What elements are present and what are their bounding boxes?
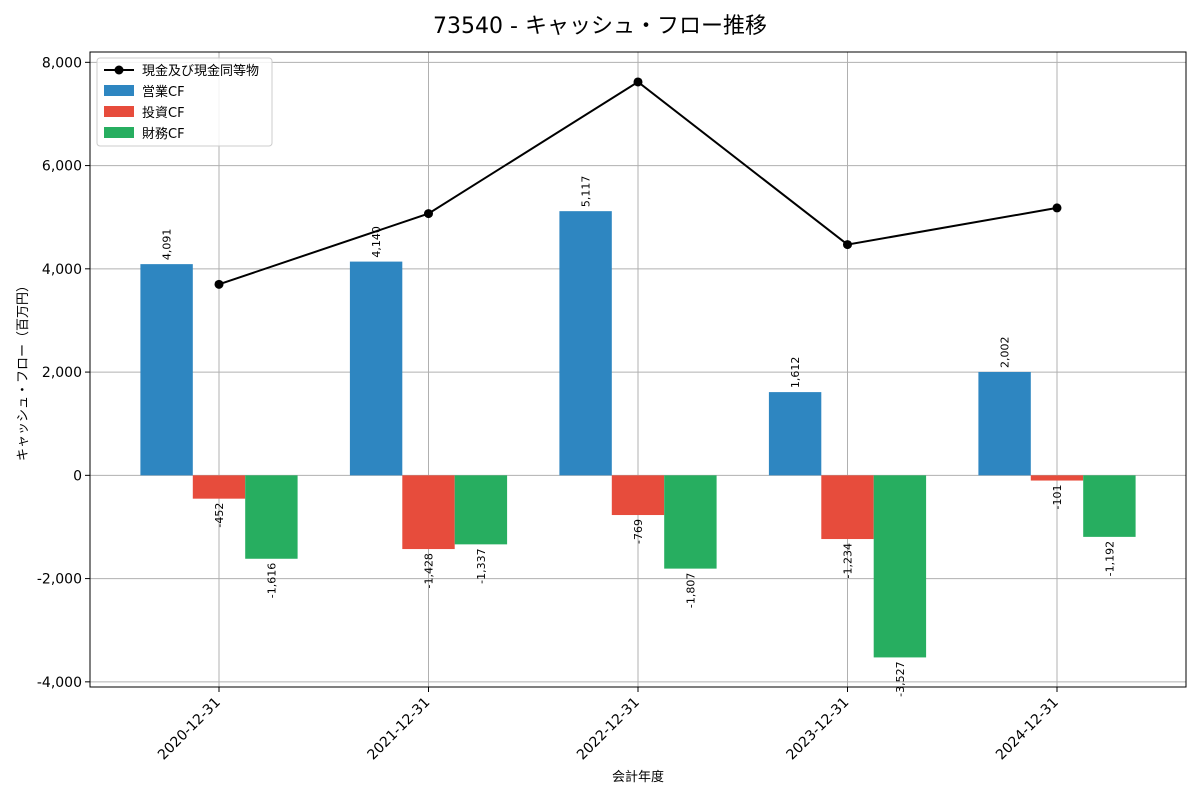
cash-point-1 — [424, 209, 433, 219]
bar-2-4 — [1083, 475, 1136, 537]
y-tick-label: 4,000 — [42, 262, 82, 278]
data-labels-layer: 4,091 4,140 5,117 1,612 2,002 -452 -1,428 -769 -… — [161, 176, 1117, 697]
data-label-2-4: -1,192 — [1103, 541, 1116, 576]
x-tick-label: 2020-12-31 — [155, 695, 224, 764]
data-label-0-0: 4,091 — [161, 229, 174, 261]
bar-1-2 — [611, 475, 665, 516]
bar-2-0 — [245, 475, 298, 559]
data-label-2-2: -1,807 — [684, 573, 697, 608]
y-tick-label: -4,000 — [37, 675, 82, 691]
data-label-1-4: -101 — [1051, 485, 1064, 510]
bar-0-1 — [349, 261, 403, 476]
y-tick-label: 6,000 — [42, 159, 82, 175]
data-label-1-2: -769 — [632, 519, 645, 544]
bar-1-1 — [402, 475, 455, 550]
legend-line-marker — [114, 65, 124, 75]
legend-label-investing: 投資CF — [142, 105, 185, 121]
legend-label-financing: 財務CF — [142, 127, 185, 142]
legend-swatch-operating — [104, 85, 134, 96]
bar-0-0 — [140, 264, 193, 476]
chart-title: 73540 - キャッシュ・フロー推移 — [433, 14, 767, 39]
data-label-1-0: -452 — [213, 503, 226, 528]
x-tick-label: 2023-12-31 — [783, 695, 852, 764]
bar-0-3 — [768, 392, 822, 476]
legend: 現金及び現金同等物 営業CF 投資CF 財務CF — [96, 57, 273, 147]
grid-lines — [90, 52, 1186, 687]
cash-point-0 — [214, 279, 224, 289]
x-tick-label: 2024-12-31 — [993, 695, 1062, 764]
y-axis-label: キャッシュ・フロー（百万円） — [16, 279, 31, 461]
legend-label-cash: 現金及び現金同等物 — [142, 63, 259, 79]
data-label-0-3: 1,612 — [789, 357, 802, 389]
legend-swatch-financing — [104, 127, 134, 138]
x-tick-label: 2022-12-31 — [574, 695, 643, 764]
bar-2-3 — [873, 475, 927, 658]
data-label-2-3: -3,527 — [894, 661, 907, 696]
bar-0-4 — [978, 371, 1031, 476]
x-axis-ticks: 2020-12-31 2021-12-31 2022-12-31 2023-12-31… — [155, 687, 1062, 763]
line-layer — [214, 77, 1062, 289]
data-label-2-0: -1,616 — [265, 563, 278, 598]
y-tick-label: 2,000 — [42, 365, 82, 381]
bar-2-2 — [664, 475, 717, 569]
bar-0-2 — [559, 211, 612, 476]
data-label-2-1: -1,337 — [475, 548, 488, 583]
cash-point-4 — [1052, 203, 1062, 213]
y-tick-label: 8,000 — [42, 55, 82, 71]
data-label-1-3: -1,234 — [842, 543, 855, 578]
data-label-0-1: 4,140 — [370, 226, 383, 258]
data-label-0-4: 2,002 — [999, 336, 1012, 368]
bar-2-1 — [454, 475, 508, 545]
legend-label-operating: 営業CF — [142, 84, 185, 100]
legend-box — [96, 57, 273, 147]
y-tick-label: -2,000 — [37, 572, 82, 588]
cash-point-2 — [633, 77, 643, 87]
x-axis-label: 会計年度 — [612, 769, 664, 785]
bar-1-3 — [821, 475, 874, 540]
data-label-1-1: -1,428 — [423, 553, 436, 588]
y-axis-ticks: -4,000 -2,000 0 2,000 4,000 6,000 8,000 — [37, 55, 90, 691]
bars-layer — [140, 211, 1136, 658]
bar-1-4 — [1030, 475, 1084, 481]
cash-point-3 — [843, 240, 852, 250]
legend-swatch-investing — [104, 106, 134, 117]
y-tick-label: 0 — [73, 468, 82, 484]
bar-1-0 — [192, 475, 246, 499]
x-tick-label: 2021-12-31 — [364, 695, 433, 764]
data-label-0-2: 5,117 — [580, 176, 593, 208]
